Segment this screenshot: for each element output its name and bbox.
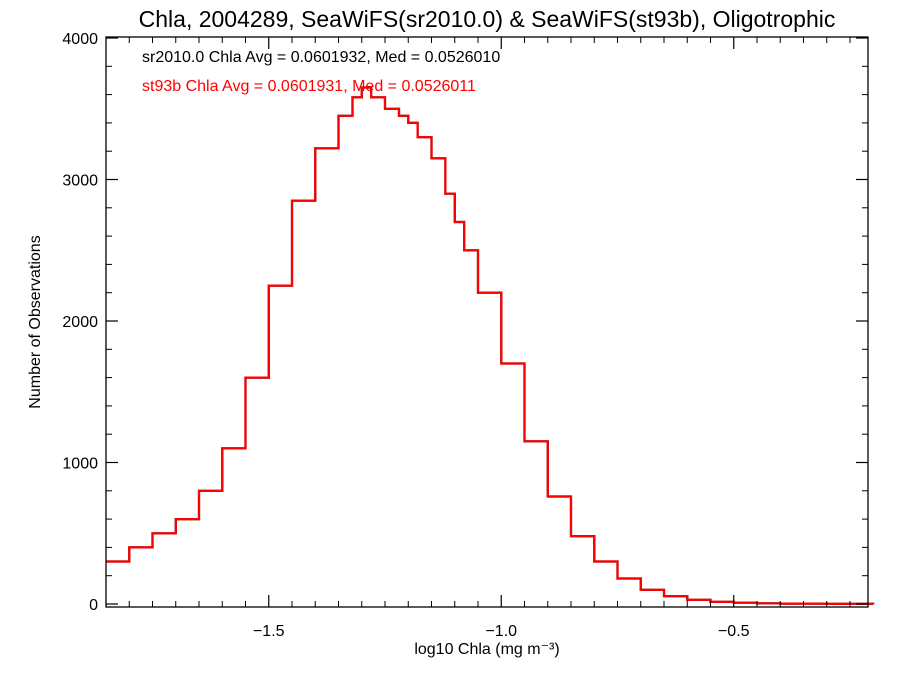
- chart-title: Chla, 2004289, SeaWiFS(sr2010.0) & SeaWi…: [139, 6, 836, 32]
- tick-layer: −1.5 −1.0 −0.5 0 1000 2000 3000 4000: [62, 31, 868, 640]
- x-tick-label: −0.5: [718, 623, 750, 640]
- y-tick-label: 1000: [62, 456, 98, 473]
- y-tick-label: 3000: [62, 173, 98, 190]
- y-tick-label: 0: [89, 597, 98, 614]
- annotation-sr2010-stats: sr2010.0 Chla Avg = 0.0601932, Med = 0.0…: [142, 49, 500, 66]
- x-tick-label: −1.0: [485, 623, 517, 640]
- series-layer: [106, 86, 875, 605]
- y-tick-label: 2000: [62, 314, 98, 331]
- plot-area: −1.5 −1.0 −0.5 0 1000 2000 3000 4000: [62, 31, 875, 640]
- y-tick-label: 4000: [62, 31, 98, 48]
- y-axis-label: Number of Observations: [27, 235, 44, 408]
- series-line-1: [106, 86, 875, 605]
- series-line-0: [106, 86, 875, 605]
- x-axis-label: log10 Chla (mg m⁻³): [414, 641, 559, 658]
- plot-frame: [105, 36, 869, 608]
- annotation-st93b-stats: st93b Chla Avg = 0.0601931, Med = 0.0526…: [142, 78, 476, 95]
- x-tick-label: −1.5: [253, 623, 285, 640]
